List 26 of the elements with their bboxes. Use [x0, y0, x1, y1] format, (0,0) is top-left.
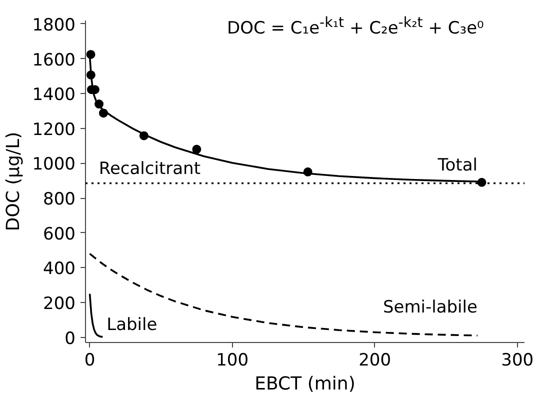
line-series: [88, 292, 104, 338]
y-tick-label: 200: [43, 294, 76, 314]
x-tick-label: 300: [501, 350, 534, 370]
x-tick-label: 0: [84, 350, 96, 370]
y-tick-label: 600: [43, 224, 76, 244]
point: [477, 178, 486, 187]
point: [86, 50, 96, 59]
y-tick-label: 1400: [32, 85, 76, 106]
annotation: Semi-labile: [382, 298, 478, 318]
point: [192, 144, 202, 154]
y-tick-label: 400: [43, 259, 76, 280]
x-axis-title: EBCT (min): [254, 374, 356, 394]
y-tick-label: 1800: [32, 15, 76, 36]
y-tick-label: 1600: [32, 50, 76, 70]
line-series: [88, 252, 478, 336]
annotation: Recalcitrant: [98, 159, 201, 180]
annotation: Total: [436, 156, 478, 176]
y-tick-label: 0: [64, 328, 76, 349]
x-tick-label: 200: [358, 350, 392, 370]
annotation: DOC = C₁e$^{-k₁t}$ + C₂e$^{-k₂t}$ + C₃e⁰: [227, 14, 484, 41]
y-tick-label: 1000: [32, 154, 76, 175]
y-tick-label: 1200: [32, 120, 76, 140]
x-tick-label: 100: [216, 350, 249, 370]
annotation: Labile: [106, 314, 158, 335]
y-tick-label: 800: [43, 190, 76, 210]
y-axis-title: DOC (µg/L): [3, 132, 24, 232]
